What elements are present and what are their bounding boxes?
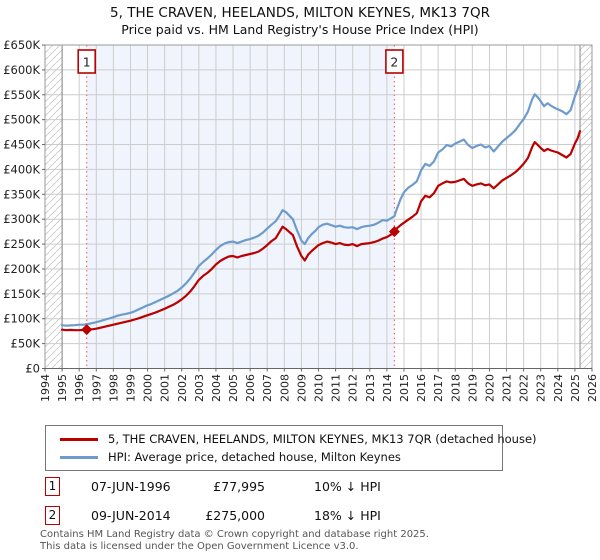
chart-legend: 5, THE CRAVEN, HEELANDS, MILTON KEYNES, … <box>45 425 537 471</box>
x-tick-label: 2006 <box>244 374 257 402</box>
x-tick-label: 2016 <box>415 374 428 402</box>
x-tick-label: 2019 <box>466 374 479 402</box>
table-row-sale-2: 2 09-JUN-2014 £275,000 18% ↓ HPI <box>45 506 585 528</box>
x-tick-label: 2010 <box>313 374 326 402</box>
sale-2-price: £275,000 <box>205 508 265 523</box>
y-tick-label: £50K <box>11 337 41 351</box>
x-tick-label: 2004 <box>210 374 223 402</box>
y-tick-label: £250K <box>3 237 40 251</box>
sale-2-vs-hpi: 18% ↓ HPI <box>314 508 381 523</box>
y-tick-label: £400K <box>3 162 40 176</box>
y-tick-label: £550K <box>3 88 40 102</box>
legend-item-hpi: HPI: Average price, detached house, Milt… <box>46 450 502 464</box>
x-tick-label: 1998 <box>107 374 120 402</box>
hpi-line <box>61 79 582 327</box>
property-price-line <box>61 130 582 332</box>
y-tick-label: £450K <box>3 138 40 152</box>
between-sales-shading <box>86 45 395 369</box>
sale-2-date: 09-JUN-2014 <box>91 508 171 523</box>
x-tick-label: 2018 <box>449 374 462 402</box>
page-title: 5, THE CRAVEN, HEELANDS, MILTON KEYNES, … <box>110 5 490 21</box>
x-tick-label: 2009 <box>295 374 308 402</box>
license-note: Contains HM Land Registry data © Crown c… <box>40 529 429 552</box>
y-tick-label: £300K <box>3 212 40 226</box>
x-tick-label: 2022 <box>518 374 531 402</box>
y-tick-label: £100K <box>3 312 40 326</box>
y-tick-label: £350K <box>3 187 40 201</box>
x-tick-label: 1994 <box>39 374 52 402</box>
y-tick-label: £650K <box>3 38 40 52</box>
no-data-hatch-left <box>45 45 63 369</box>
legend-line-hpi <box>60 455 98 459</box>
sale-1-marker: 1 <box>45 477 60 496</box>
sale-marker-label: 2 <box>390 55 398 70</box>
x-tick-label: 2002 <box>176 374 189 402</box>
x-tick-label: 2021 <box>501 374 514 402</box>
price-chart: £0 £50K £100K £150K £200K £250K £300K £350K £400… <box>3 38 599 402</box>
sale-1-price: £77,995 <box>213 479 265 494</box>
x-tick-label: 2001 <box>159 374 172 402</box>
y-tick-label: £200K <box>3 262 40 276</box>
x-tick-label: 1997 <box>90 374 103 402</box>
x-tick-label: 2012 <box>347 374 360 402</box>
x-tick-label: 2014 <box>381 374 394 402</box>
page-subtitle: Price paid vs. HM Land Registry's House … <box>121 22 479 37</box>
sale-marker-box <box>385 49 404 74</box>
sale-1-date: 07-JUN-1996 <box>91 479 171 494</box>
legend-label-property: 5, THE CRAVEN, HEELANDS, MILTON KEYNES, … <box>108 432 537 446</box>
license-line-1: Contains HM Land Registry data © Crown c… <box>40 529 429 540</box>
x-tick-label: 2025 <box>569 374 582 402</box>
sale-1-vs-hpi: 10% ↓ HPI <box>314 479 381 494</box>
y-tick-label: £500K <box>3 113 40 127</box>
sale-marker-label: 1 <box>83 55 91 70</box>
x-tick-label: 2007 <box>261 374 274 402</box>
x-tick-label: 2008 <box>278 374 291 402</box>
y-tick-label: £0 <box>25 362 40 376</box>
x-tick-label: 2003 <box>193 374 206 402</box>
x-tick-label: 2005 <box>227 374 240 402</box>
legend-line-property <box>60 437 98 441</box>
x-tick-label: 1996 <box>73 374 86 402</box>
legend-label-hpi: HPI: Average price, detached house, Milt… <box>108 450 401 464</box>
x-tick-label: 2015 <box>398 374 411 402</box>
license-line-2: This data is licensed under the Open Gov… <box>40 540 359 552</box>
x-tick-label: 2013 <box>364 374 377 402</box>
no-data-hatch-right <box>580 45 592 369</box>
sale-point-marker <box>388 226 400 238</box>
x-tick-label: 1999 <box>124 374 137 402</box>
x-tick-label: 2026 <box>586 374 599 402</box>
legend-item-property: 5, THE CRAVEN, HEELANDS, MILTON KEYNES, … <box>46 432 537 446</box>
sale-2-marker: 2 <box>45 506 60 525</box>
sale-point-marker <box>81 324 93 336</box>
x-tick-label: 2023 <box>535 374 548 402</box>
x-tick-label: 2011 <box>330 374 343 402</box>
x-tick-label: 2020 <box>483 374 496 402</box>
x-tick-label: 2000 <box>142 374 155 402</box>
y-tick-label: £600K <box>3 63 40 77</box>
x-tick-label: 2017 <box>432 374 445 402</box>
x-tick-label: 2024 <box>552 374 565 402</box>
sale-marker-box <box>77 49 97 74</box>
table-row-sale-1: 1 07-JUN-1996 £77,995 10% ↓ HPI <box>45 477 585 499</box>
y-tick-label: £150K <box>3 287 40 301</box>
x-tick-label: 1995 <box>56 374 69 402</box>
